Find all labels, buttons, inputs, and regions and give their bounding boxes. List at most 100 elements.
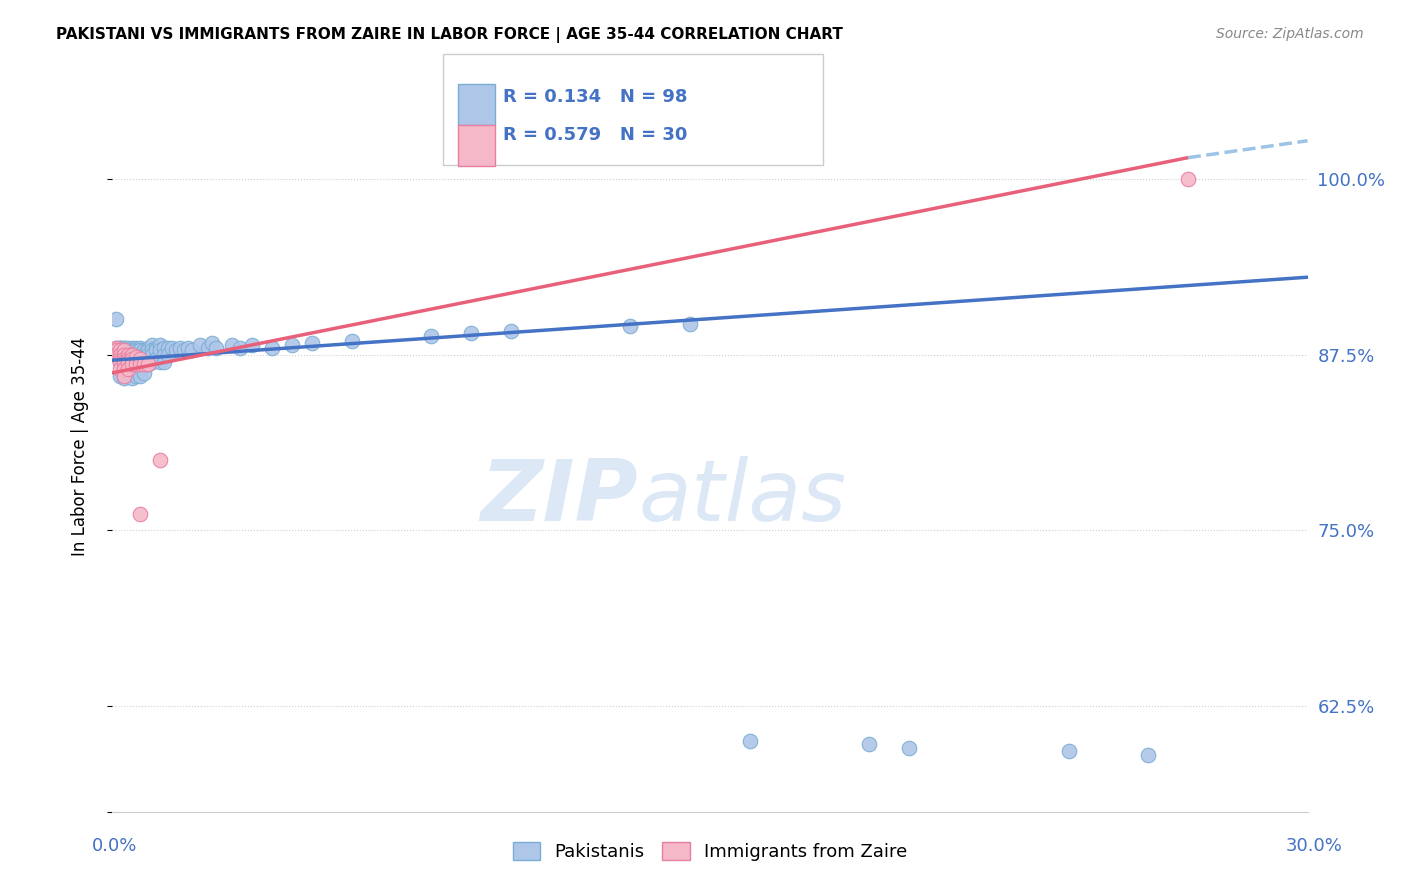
- Point: [117, 348, 139, 362]
- Point: [125, 348, 148, 362]
- Point: [229, 341, 252, 355]
- Point: [499, 324, 522, 338]
- Point: [114, 354, 135, 368]
- Point: [173, 343, 195, 358]
- Point: [114, 371, 135, 385]
- Point: [129, 368, 152, 383]
- Point: [105, 341, 128, 355]
- Point: [121, 371, 143, 385]
- Point: [153, 341, 176, 355]
- Point: [110, 348, 132, 362]
- Point: [110, 361, 132, 376]
- Point: [121, 351, 143, 366]
- Point: [145, 341, 167, 355]
- Point: [898, 741, 921, 756]
- Point: [141, 354, 163, 368]
- Point: [129, 358, 152, 372]
- Point: [110, 354, 132, 368]
- Point: [129, 361, 152, 376]
- Point: [157, 341, 180, 355]
- Point: [121, 341, 143, 355]
- Point: [110, 341, 132, 355]
- Point: [149, 453, 172, 467]
- Point: [129, 341, 152, 355]
- Point: [149, 343, 172, 358]
- Point: [121, 361, 143, 376]
- Point: [149, 354, 172, 368]
- Point: [134, 366, 156, 380]
- Point: [134, 354, 156, 368]
- Point: [420, 329, 443, 343]
- Point: [110, 368, 132, 383]
- Text: R = 0.579   N = 30: R = 0.579 N = 30: [503, 126, 688, 144]
- Point: [114, 366, 135, 380]
- Point: [1057, 744, 1080, 758]
- Point: [114, 348, 135, 362]
- Point: [162, 341, 183, 355]
- Point: [153, 348, 176, 362]
- Point: [205, 341, 228, 355]
- Point: [125, 358, 148, 372]
- Point: [141, 343, 163, 358]
- Text: atlas: atlas: [638, 456, 846, 539]
- Point: [117, 366, 139, 380]
- Point: [177, 341, 200, 355]
- Point: [117, 341, 139, 355]
- Point: [169, 341, 191, 355]
- Point: [117, 343, 139, 358]
- Text: 0.0%: 0.0%: [91, 837, 136, 855]
- Point: [105, 341, 128, 355]
- Point: [117, 354, 139, 368]
- Point: [121, 351, 143, 366]
- Point: [134, 343, 156, 358]
- Point: [125, 361, 148, 376]
- Point: [114, 368, 135, 383]
- Point: [117, 358, 139, 372]
- Text: PAKISTANI VS IMMIGRANTS FROM ZAIRE IN LABOR FORCE | AGE 35-44 CORRELATION CHART: PAKISTANI VS IMMIGRANTS FROM ZAIRE IN LA…: [56, 27, 844, 43]
- Point: [138, 358, 160, 372]
- Point: [197, 341, 219, 355]
- Point: [281, 337, 304, 351]
- Point: [619, 319, 641, 334]
- Text: ZIP: ZIP: [481, 456, 638, 539]
- Point: [260, 341, 283, 355]
- Point: [129, 507, 152, 521]
- Point: [221, 337, 243, 351]
- Point: [460, 326, 482, 341]
- Point: [340, 334, 363, 348]
- Point: [134, 348, 156, 362]
- Point: [125, 351, 148, 365]
- Point: [134, 358, 156, 372]
- Point: [240, 337, 263, 351]
- Point: [157, 348, 180, 362]
- Point: [149, 337, 172, 351]
- Point: [145, 343, 167, 358]
- Point: [114, 343, 135, 358]
- Point: [153, 354, 176, 368]
- Point: [129, 351, 152, 366]
- Point: [117, 361, 139, 376]
- Text: R = 0.134   N = 98: R = 0.134 N = 98: [503, 88, 688, 106]
- Point: [114, 354, 135, 368]
- Y-axis label: In Labor Force | Age 35-44: In Labor Force | Age 35-44: [70, 336, 89, 556]
- Point: [121, 358, 143, 372]
- Point: [121, 348, 143, 362]
- Point: [1137, 748, 1160, 763]
- Point: [117, 351, 139, 366]
- Point: [138, 358, 160, 372]
- Point: [105, 312, 128, 326]
- Point: [105, 348, 128, 362]
- Point: [141, 348, 163, 362]
- Point: [125, 358, 148, 372]
- Point: [110, 341, 132, 355]
- Point: [858, 737, 880, 751]
- Point: [110, 348, 132, 362]
- Point: [114, 351, 135, 366]
- Point: [1177, 171, 1199, 186]
- Point: [114, 341, 135, 355]
- Point: [114, 348, 135, 362]
- Point: [129, 343, 152, 358]
- Text: 30.0%: 30.0%: [1286, 837, 1343, 855]
- Point: [121, 358, 143, 372]
- Point: [129, 348, 152, 362]
